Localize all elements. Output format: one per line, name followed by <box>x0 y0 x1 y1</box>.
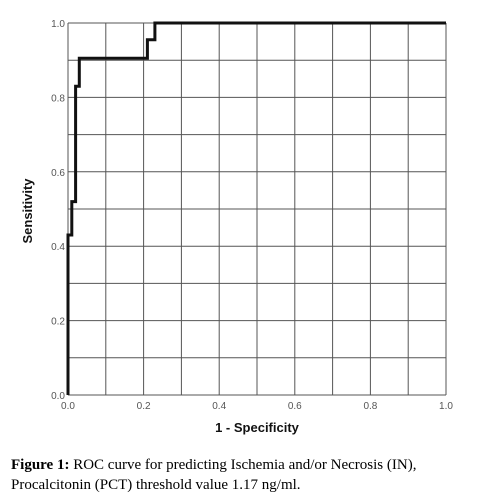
caption-text: ROC curve for predicting Ischemia and/or… <box>11 457 417 493</box>
y-tick-label: 0.8 <box>51 93 65 104</box>
y-axis-title: Sensitivity <box>20 178 35 244</box>
x-tick-label: 0.6 <box>288 401 302 412</box>
x-tick-labels: 0.0 0.2 0.4 0.6 0.8 1.0 <box>61 401 453 412</box>
roc-curve-line <box>66 21 446 395</box>
x-tick-label: 0.8 <box>363 401 377 412</box>
y-tick-label: 0.6 <box>51 168 65 179</box>
curve-layer <box>66 21 446 395</box>
y-tick-label: 1.0 <box>51 19 65 30</box>
x-axis-title: 1 - Specificity <box>215 420 300 435</box>
y-tick-label: 0.4 <box>51 242 65 253</box>
x-tick-label: 0.0 <box>61 401 75 412</box>
roc-chart: 0.0 0.2 0.4 0.6 0.8 1.0 0.0 0.2 0.4 0.6 0.8 1.0 1 … <box>20 19 453 435</box>
y-tick-labels: 0.0 0.2 0.4 0.6 0.8 1.0 <box>51 19 65 402</box>
x-tick-label: 1.0 <box>439 401 453 412</box>
y-tick-label: 0.0 <box>51 391 65 402</box>
x-tick-label: 0.4 <box>212 401 226 412</box>
figure-caption: Figure 1: ROC curve for predicting Ische… <box>11 455 489 495</box>
y-tick-label: 0.2 <box>51 317 65 328</box>
x-tick-label: 0.2 <box>137 401 151 412</box>
caption-label: Figure 1: <box>11 457 70 473</box>
